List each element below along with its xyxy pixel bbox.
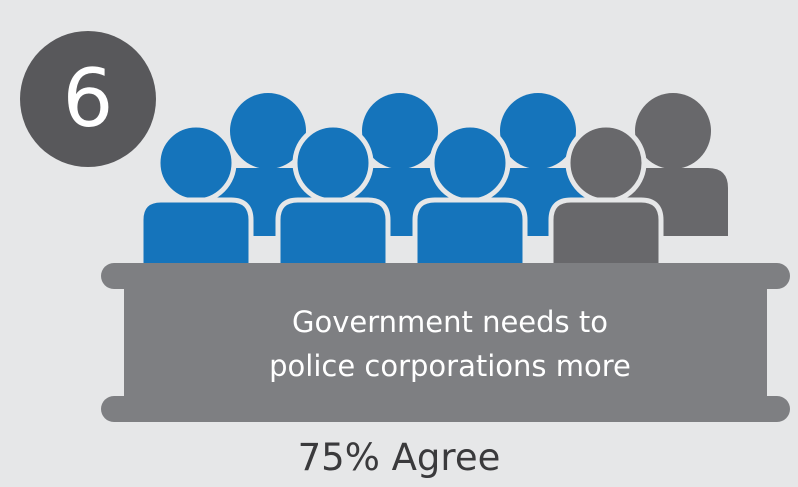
podium-panel (101, 263, 790, 422)
statement-line-2: police corporations more (269, 349, 631, 383)
result-label: 75% Agree (297, 436, 501, 479)
number-badge: 6 (20, 31, 156, 167)
statement-text: Government needs to police corporations … (120, 300, 780, 388)
statement-line-1: Government needs to (292, 305, 608, 339)
